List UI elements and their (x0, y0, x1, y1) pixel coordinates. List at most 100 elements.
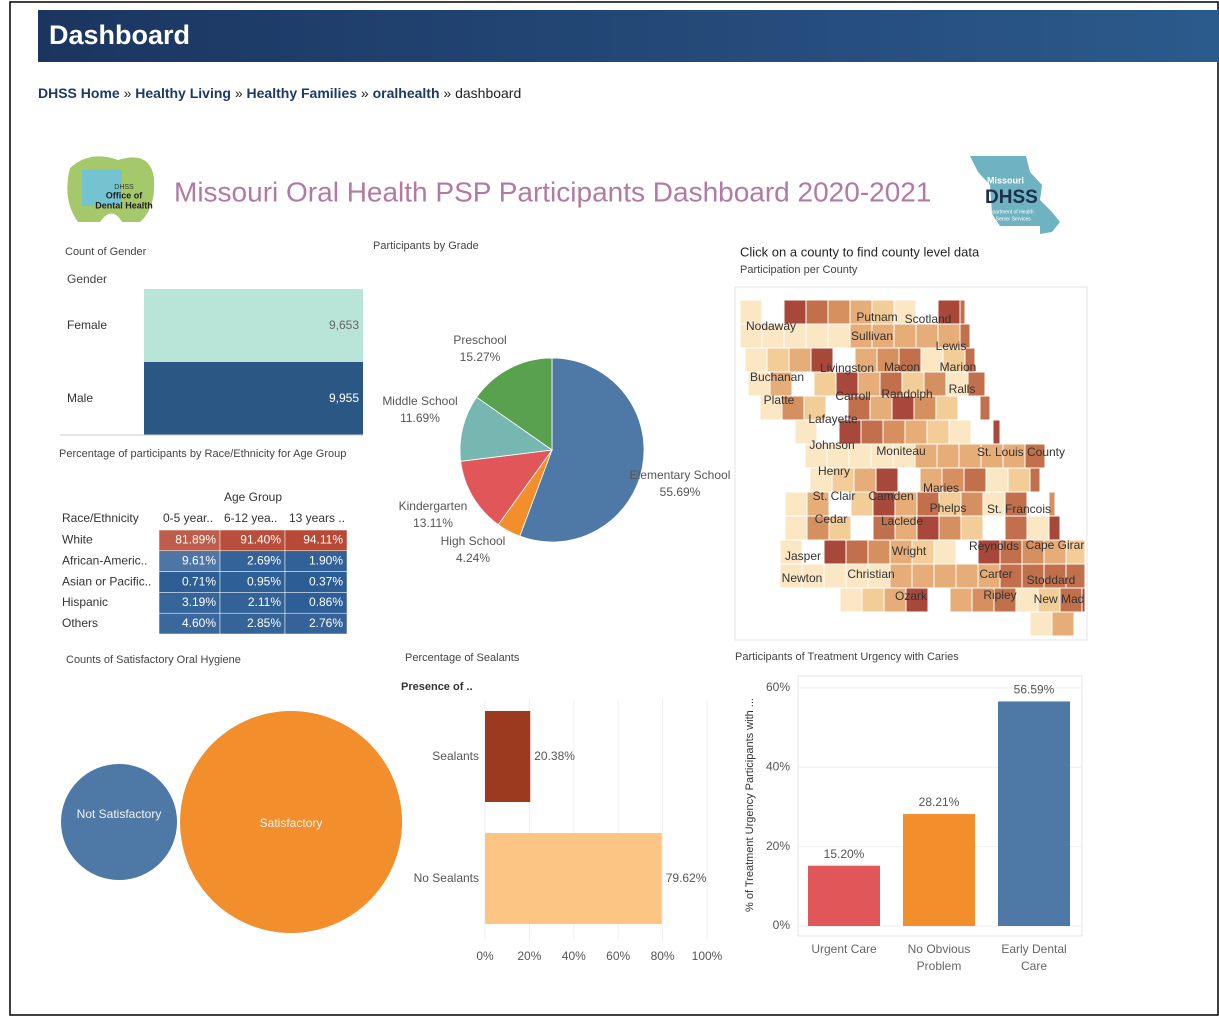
county-label: Ozark (895, 589, 928, 603)
cell-label: 91.40% (240, 533, 281, 547)
slice-label: Preschool (453, 333, 506, 347)
county-shape[interactable] (1004, 515, 1028, 541)
county-shape[interactable] (823, 563, 847, 589)
bubble (61, 763, 178, 881)
row-label: White (62, 533, 93, 547)
cell-label: 2.85% (247, 616, 281, 630)
value-label: 56.59% (1014, 683, 1055, 697)
county-shape[interactable] (992, 419, 1001, 445)
county-shape[interactable] (1029, 467, 1041, 493)
county-shape[interactable] (911, 563, 935, 589)
breadcrumb-link[interactable]: Healthy Living (135, 85, 231, 101)
y-tick-label: 0% (773, 918, 791, 932)
county-shape[interactable] (1029, 611, 1053, 637)
county-shape[interactable] (827, 299, 851, 325)
cell-label: 1.90% (309, 553, 343, 567)
county-shape[interactable] (927, 587, 951, 613)
county-shape[interactable] (893, 323, 917, 349)
county-shape[interactable] (948, 419, 972, 445)
county-shape[interactable] (938, 515, 962, 541)
county-label: Macon (884, 360, 920, 374)
heat-cell (284, 612, 348, 635)
county-shape[interactable] (766, 347, 790, 373)
county-shape[interactable] (1051, 611, 1075, 637)
county-shape[interactable] (985, 467, 1009, 493)
county-shape[interactable] (955, 563, 979, 589)
county-shape[interactable] (982, 515, 1006, 541)
county-label: Cape Girar (1026, 538, 1085, 552)
county-shape[interactable] (935, 395, 959, 421)
county-shape[interactable] (933, 539, 957, 565)
breadcrumb-link[interactable]: oralhealth (372, 85, 440, 101)
county-shape[interactable] (823, 539, 847, 565)
category-label: Sealants (432, 749, 479, 763)
county-shape[interactable] (882, 419, 906, 445)
breadcrumb-separator: » (123, 85, 132, 101)
county-shape[interactable] (867, 539, 891, 565)
bar (808, 865, 880, 926)
county-shape[interactable] (1073, 611, 1086, 637)
column-label: 0-5 year.. (163, 511, 213, 525)
county-shape[interactable] (805, 323, 829, 349)
county-shape[interactable] (744, 347, 768, 373)
bar (485, 711, 531, 802)
county-shape[interactable] (845, 539, 869, 565)
county-shape[interactable] (827, 323, 851, 349)
county-label: Christian (847, 567, 894, 581)
row-label: Male (67, 391, 93, 405)
slice-value: 13.11% (413, 516, 453, 530)
county-shape[interactable] (960, 515, 984, 541)
value-label: 28.21% (919, 795, 960, 809)
column-header: Age Group (224, 490, 282, 504)
cell-label: 2.69% (247, 553, 281, 567)
bubble-label: Satisfactory (259, 816, 323, 830)
county-shape[interactable] (788, 347, 812, 373)
map-title: Click on a county to find county level d… (740, 244, 980, 259)
column-label: 13 years .. (289, 511, 345, 525)
county-shape[interactable] (926, 419, 950, 445)
breadcrumb-link[interactable]: Healthy Families (246, 85, 358, 101)
county-label: Camden (868, 489, 913, 503)
county-label: Sullivan (851, 329, 893, 343)
county-shape[interactable] (784, 515, 808, 541)
county-shape[interactable] (963, 467, 987, 493)
logo-text: Missouri (987, 175, 1024, 185)
county-shape[interactable] (957, 395, 981, 421)
county-label: St. Francois (987, 502, 1051, 516)
logo-text: Office of (106, 190, 144, 200)
county-label: Henry (818, 464, 850, 478)
chart-title: Participants by Grade (373, 240, 479, 252)
x-tick-label: 0% (476, 949, 494, 963)
cell-label: 2.76% (309, 616, 343, 630)
county-shape[interactable] (936, 443, 960, 469)
county-shape[interactable] (850, 515, 874, 541)
county-shape[interactable] (933, 563, 957, 589)
county-label: Newton (782, 571, 823, 585)
county-shape[interactable] (970, 419, 994, 445)
slice-value: 55.69% (660, 485, 701, 499)
x-tick-label: No Obvious Problem (907, 942, 971, 973)
logo-square (82, 170, 122, 206)
county-shape[interactable] (904, 419, 928, 445)
slice-label: Elementary School (630, 468, 731, 482)
county-shape[interactable] (860, 419, 884, 445)
value-label: 79.62% (666, 871, 707, 885)
county-shape[interactable] (1026, 515, 1050, 541)
county-shape[interactable] (979, 395, 991, 421)
county-shape[interactable] (805, 299, 829, 325)
value-label: 20.38% (534, 749, 575, 763)
county-shape[interactable] (1048, 515, 1061, 541)
county-shape[interactable] (813, 371, 837, 397)
breadcrumb-link[interactable]: DHSS Home (38, 85, 120, 101)
county-shape[interactable] (959, 299, 966, 325)
county-label: Stoddard (1027, 573, 1076, 587)
county-shape[interactable] (839, 587, 863, 613)
county-label: Scotland (905, 312, 952, 326)
county-shape[interactable] (1007, 467, 1031, 493)
cell-label: 9,653 (329, 318, 359, 332)
pie-slice (476, 357, 553, 451)
county-shape[interactable] (784, 491, 808, 517)
county-shape[interactable] (949, 587, 973, 613)
cell-label: 4.60% (182, 616, 216, 630)
county-shape[interactable] (861, 587, 885, 613)
